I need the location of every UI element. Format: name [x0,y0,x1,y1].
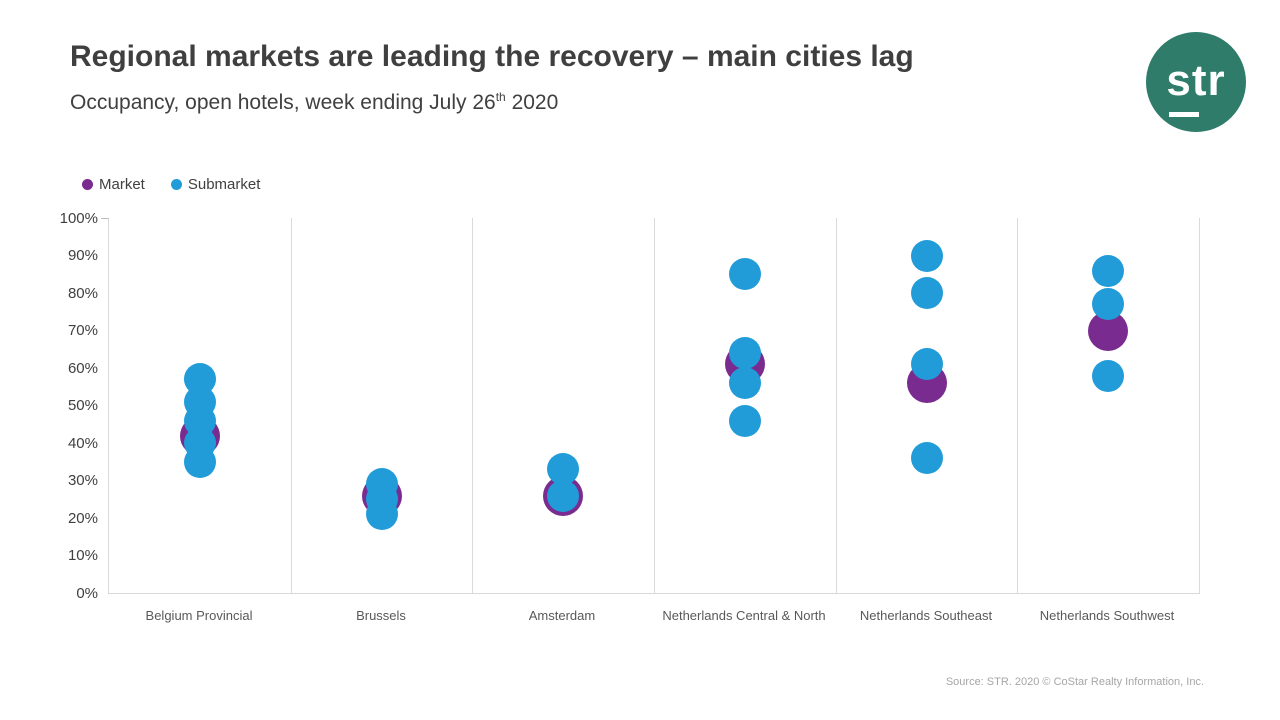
submarket-dot [729,337,761,369]
y-axis-tick-label: 40% [67,435,98,452]
gridline [291,218,292,593]
x-axis-category-label: Belgium Provincial [145,608,253,623]
submarket-dot [911,277,943,309]
gridline [836,218,837,593]
str-logo-text: str [1166,56,1226,105]
y-axis-tick-label: 30% [67,472,98,489]
submarket-dot [729,405,761,437]
submarket-dot [911,442,943,474]
submarket-dot [547,453,579,485]
chart-legend: Market Submarket [82,176,260,193]
y-axis-tick-label: 10% [67,547,98,564]
y-axis-tick-label: 60% [67,360,98,377]
str-logo: str [1146,32,1246,132]
submarket-dot [1092,255,1124,287]
x-axis-category-label: Amsterdam [528,608,596,623]
gridline [654,218,655,593]
submarket-dot [366,498,398,530]
submarket-dot [729,367,761,399]
chart-subtitle-year: 2020 [505,91,559,114]
y-axis-tick-label: 100% [59,210,98,227]
legend-market-label: Market [99,176,145,193]
y-axis-tick-label: 20% [67,510,98,527]
legend-item-submarket: Submarket [170,176,261,193]
submarket-dot [547,480,579,512]
x-axis-category-label: Netherlands Southeast [859,608,993,623]
source-note: Source: STR. 2020 © CoStar Realty Inform… [945,676,1204,688]
submarket-dot [911,348,943,380]
y-axis-tick-label: 50% [67,397,98,414]
submarket-dot [1092,360,1124,392]
legend-submarket-label: Submarket [187,176,261,193]
y-axis-top-tick [101,218,109,219]
x-axis-category-label: Netherlands Southwest [1039,608,1175,623]
chart-subtitle: Occupancy, open hotels, week ending July… [70,90,558,115]
y-axis-tick-label: 90% [67,247,98,264]
submarket-legend-dot-icon [170,179,182,190]
submarket-dot [184,446,216,478]
x-axis-category-label: Brussels [356,608,406,623]
submarket-dot [911,240,943,272]
market-legend-dot-icon [82,179,93,190]
chart-title: Regional markets are leading the recover… [70,40,914,73]
y-axis-tick-label: 70% [67,322,98,339]
y-axis-tick-label: 80% [67,285,98,302]
submarket-dot [729,258,761,290]
x-axis-category-label: Netherlands Central & North [662,608,826,623]
gridline [472,218,473,593]
submarket-dot [1092,288,1124,320]
legend-item-market: Market [82,176,145,193]
chart-subtitle-text: Occupancy, open hotels, week ending July… [70,91,496,114]
y-axis-tick-label: 0% [76,585,98,602]
plot-area [101,218,1200,594]
chart-subtitle-superscript: th [495,90,506,104]
str-logo-underline [1169,112,1199,117]
gridline [1017,218,1018,593]
